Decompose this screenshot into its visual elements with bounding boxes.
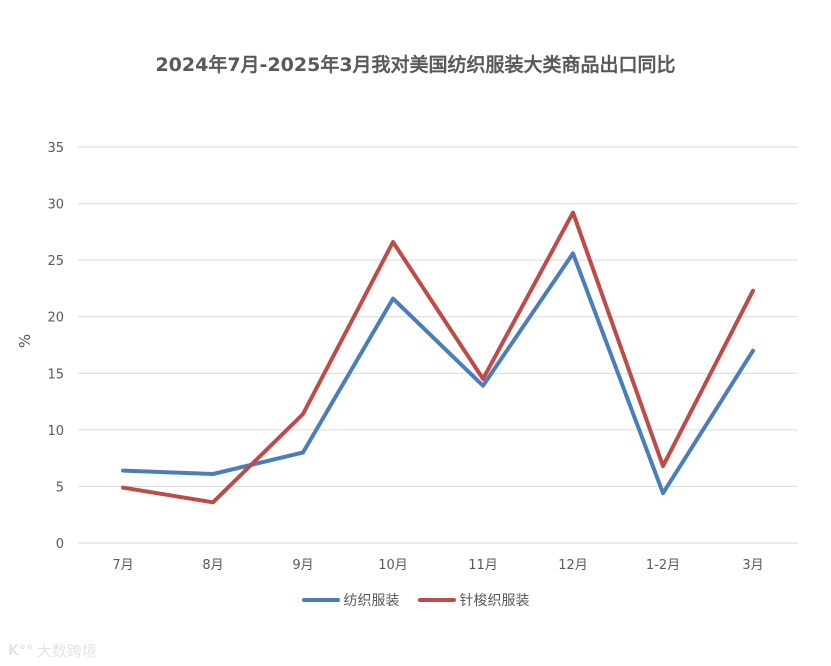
y-tick-label: 15	[47, 367, 64, 382]
y-axis-label: %	[16, 333, 35, 349]
y-tick-label: 35	[47, 141, 64, 156]
x-tick-label: 10月	[378, 558, 408, 573]
watermark-text: 大数跨境	[36, 642, 97, 660]
legend: 纺织服装 针梭织服装	[0, 590, 831, 610]
x-tick-label: 9月	[292, 558, 313, 573]
legend-swatch-blue	[301, 598, 340, 602]
y-tick-label: 0	[56, 537, 64, 552]
y-tick-label: 25	[47, 254, 64, 269]
chart-title: 2024年7月-2025年3月我对美国纺织服装大类商品出口同比	[155, 54, 676, 76]
watermark: K°° 大数跨境	[8, 640, 97, 661]
watermark-logo-icon: K°°	[8, 642, 33, 659]
x-tick-label: 1-2月	[646, 558, 680, 573]
legend-swatch-red	[417, 598, 456, 602]
series-line-0	[121, 251, 755, 496]
x-tick-label: 11月	[468, 558, 498, 573]
x-tick-label: 8月	[202, 558, 223, 573]
y-tick-label: 30	[47, 198, 64, 213]
y-tick-label: 5	[56, 480, 64, 495]
legend-item-textile-apparel: 纺织服装	[301, 590, 400, 610]
x-tick-label: 12月	[558, 558, 588, 573]
y-tick-label: 20	[47, 311, 64, 326]
y-tick-label: 10	[47, 424, 64, 439]
series-line-1	[121, 210, 755, 505]
x-tick-label: 7月	[112, 558, 133, 573]
legend-label: 纺织服装	[343, 593, 400, 609]
x-tick-label: 3月	[742, 558, 763, 573]
legend-label: 针梭织服装	[459, 593, 530, 609]
legend-item-knit-woven-apparel: 针梭织服装	[417, 590, 530, 610]
